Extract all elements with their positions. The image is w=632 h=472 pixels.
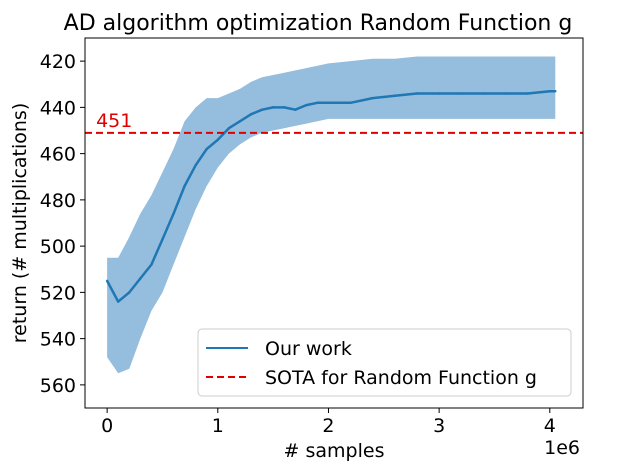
data-point <box>150 263 153 266</box>
y-tick-label: 480 <box>40 190 76 212</box>
y-tick-label: 560 <box>40 375 76 397</box>
x-tick-label: 1 <box>212 415 224 437</box>
legend: Our work SOTA for Random Function g <box>197 328 572 397</box>
legend-label-sota: SOTA for Random Function g <box>265 367 537 389</box>
data-point <box>194 163 197 167</box>
data-point <box>305 103 308 107</box>
data-point <box>415 92 419 95</box>
data-point <box>371 96 374 100</box>
x-tick-label: 3 <box>433 415 445 437</box>
x-tick-label: 4 <box>544 415 556 437</box>
data-point <box>393 94 397 98</box>
legend-label-our-work: Our work <box>265 338 352 360</box>
legend-box <box>197 328 572 397</box>
data-point <box>172 212 175 215</box>
plot-area: 451 <box>85 56 583 374</box>
x-offset-label: 1e6 <box>544 437 580 459</box>
data-point <box>227 126 231 130</box>
data-point <box>327 101 330 104</box>
data-point <box>205 147 208 151</box>
sota-value-label: 451 <box>96 110 132 132</box>
data-point <box>183 184 186 188</box>
y-tick-label: 540 <box>40 329 76 351</box>
data-point <box>128 291 131 294</box>
data-point <box>482 92 485 95</box>
axes-frame <box>84 37 584 409</box>
data-point <box>554 89 557 93</box>
data-point <box>283 106 286 109</box>
data-point <box>105 279 109 283</box>
data-point <box>294 108 297 111</box>
data-point <box>117 300 120 303</box>
y-axis-label: return (# multiplications) <box>9 103 31 343</box>
data-point <box>437 92 441 95</box>
data-point <box>216 138 219 141</box>
band-layer <box>107 56 556 374</box>
y-tick-label: 500 <box>40 236 76 258</box>
series-line-our-work <box>105 89 556 303</box>
y-axis-ticks: 420 440 460 480 500 520 540 560 <box>40 51 85 397</box>
x-tick-label: 2 <box>322 415 334 437</box>
chart-title: AD algorithm optimization Random Functio… <box>64 11 573 36</box>
data-point <box>460 92 463 95</box>
x-axis-label: # samples <box>284 440 385 462</box>
sota-layer: 451 <box>85 110 583 134</box>
y-tick-label: 440 <box>40 97 76 119</box>
data-point <box>249 113 253 116</box>
data-point <box>238 120 242 123</box>
std-band-our-work <box>107 56 556 374</box>
data-point <box>161 237 164 241</box>
data-point <box>271 106 275 109</box>
y-tick-label: 460 <box>40 144 76 166</box>
data-point <box>526 92 529 95</box>
y-tick-label: 520 <box>40 282 76 304</box>
data-point <box>139 277 142 280</box>
y-tick-label: 420 <box>40 51 76 73</box>
data-point <box>349 101 352 104</box>
data-point <box>260 108 264 111</box>
data-point <box>504 92 507 95</box>
line-layer <box>105 89 557 303</box>
data-point <box>316 101 319 104</box>
x-axis-ticks: 0 1 2 3 4 <box>101 408 556 437</box>
data-point <box>548 89 551 93</box>
x-tick-label: 0 <box>101 415 113 437</box>
